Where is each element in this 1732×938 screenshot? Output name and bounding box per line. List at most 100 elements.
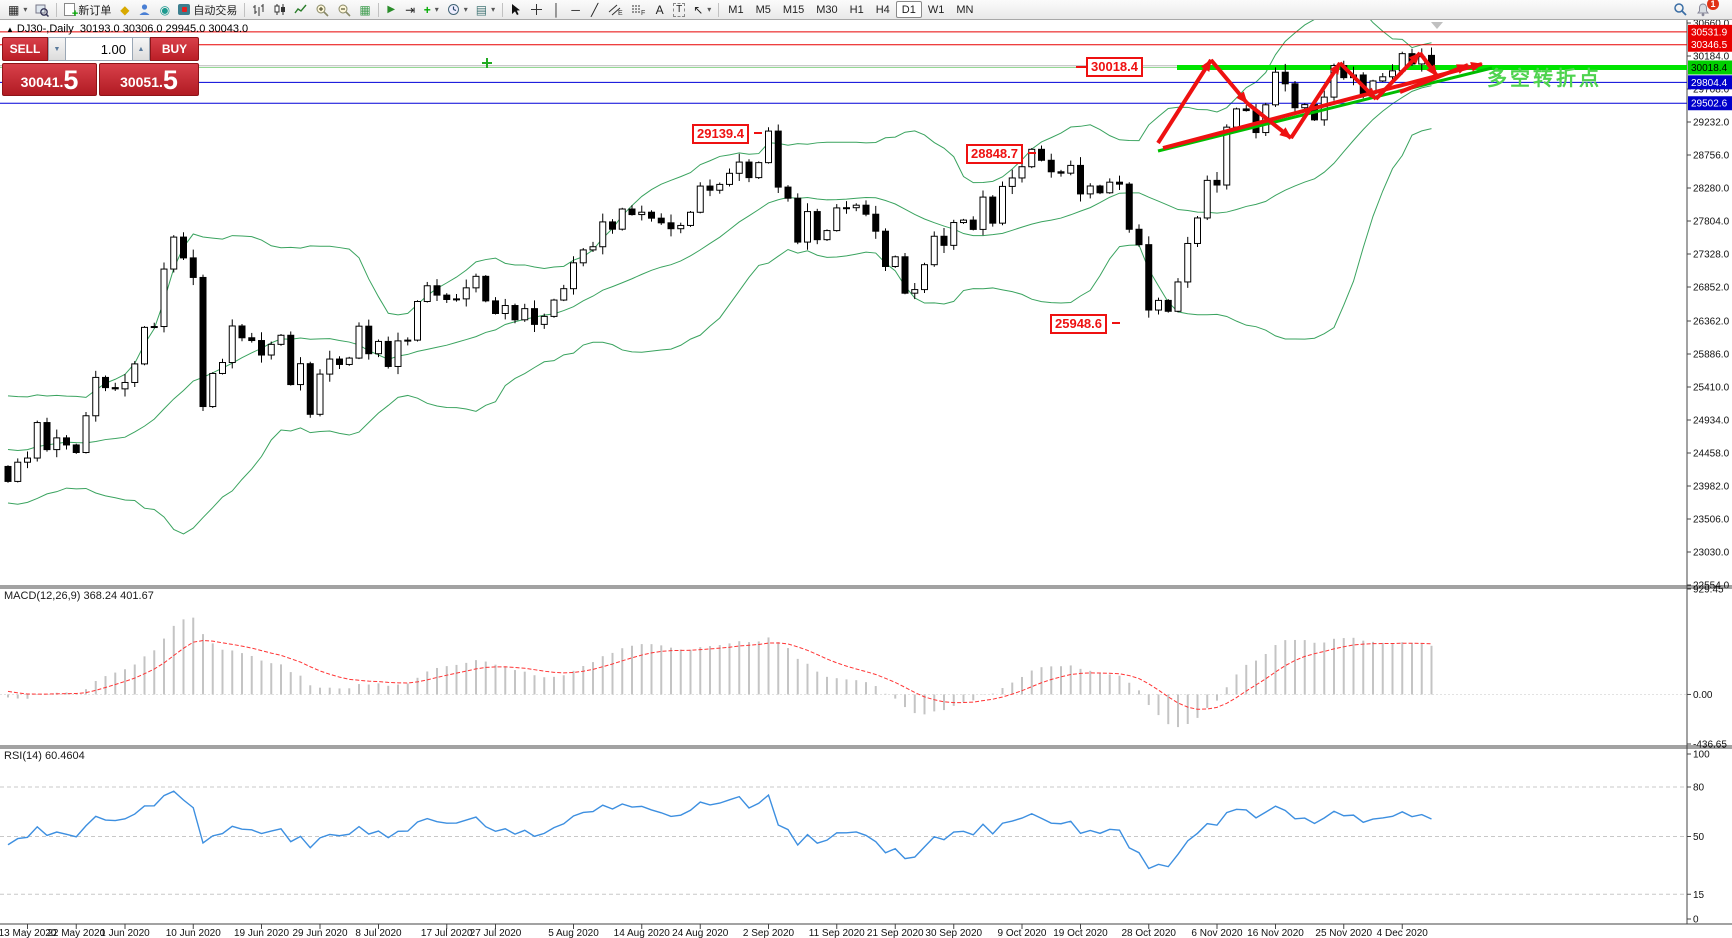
equidistant-channel-button[interactable]: E <box>604 1 627 18</box>
volume-up-stepper[interactable]: ▲ <box>132 37 150 61</box>
svg-text:19 Oct 2020: 19 Oct 2020 <box>1053 928 1108 938</box>
svg-text:14 Aug 2020: 14 Aug 2020 <box>614 928 671 938</box>
svg-text:4 Dec 2020: 4 Dec 2020 <box>1377 928 1429 938</box>
svg-text:-436.65: -436.65 <box>1693 740 1727 751</box>
signals-button[interactable]: ◉ <box>155 1 174 18</box>
svg-text:0: 0 <box>1693 915 1699 926</box>
autotrade-button[interactable]: 自动交易 <box>174 1 241 18</box>
template-button[interactable]: ▤ ▾ <box>472 1 499 18</box>
shapes-button[interactable]: ↖ ▾ <box>689 1 715 18</box>
svg-text:8 Jul 2020: 8 Jul 2020 <box>355 928 402 938</box>
svg-text:30 Sep 2020: 30 Sep 2020 <box>925 928 982 938</box>
trade-panel-top-row: SELL ▼ 1.00 ▲ BUY <box>2 37 199 61</box>
text-button[interactable]: A <box>650 1 669 18</box>
toolbar-separator <box>502 2 504 17</box>
svg-text:929.45: 929.45 <box>1693 585 1724 596</box>
svg-text:11 Sep 2020: 11 Sep 2020 <box>809 928 865 938</box>
buy-price-main: 30051. <box>120 74 163 90</box>
bar-chart-button[interactable] <box>248 1 269 18</box>
clock-icon <box>447 4 459 15</box>
sell-button[interactable]: SELL <box>2 37 48 61</box>
svg-text:100: 100 <box>1693 750 1710 761</box>
price-callout[interactable]: 29139.4 <box>692 124 749 144</box>
chevron-down-icon: ▾ <box>23 5 28 14</box>
search-icon <box>1674 3 1687 16</box>
svg-text:2 Sep 2020: 2 Sep 2020 <box>743 928 795 938</box>
new-chart-button[interactable]: ▦ ▾ <box>4 1 31 18</box>
timeframe-button-H4[interactable]: H4 <box>875 3 890 16</box>
toolbar-separator <box>56 2 58 17</box>
crosshair-button[interactable] <box>526 1 547 18</box>
svg-text:E: E <box>618 10 623 16</box>
svg-text:24458.0: 24458.0 <box>1693 448 1730 459</box>
chart-shift-button[interactable]: ⇥ <box>401 1 420 18</box>
trendline-button[interactable]: ╱ <box>585 1 604 18</box>
timeframe-button-H1[interactable]: H1 <box>849 3 864 16</box>
timeframe-button-M5[interactable]: M5 <box>755 3 771 16</box>
sell-price-pips: 5 <box>63 65 79 95</box>
market-depth-button[interactable] <box>134 1 155 18</box>
volume-input[interactable]: 1.00 <box>66 37 132 61</box>
horizontal-line-button[interactable]: ─ <box>566 1 585 18</box>
buy-button[interactable]: BUY <box>150 37 199 61</box>
svg-text:9 Oct 2020: 9 Oct 2020 <box>998 928 1047 938</box>
volume-down-stepper[interactable]: ▼ <box>48 37 66 61</box>
bell-icon <box>1697 2 1709 16</box>
autotrade-label: 自动交易 <box>193 4 238 17</box>
ohlc-values: 30193.0 30306.0 29945.0 30043.0 <box>79 23 249 35</box>
timeframe-button-M15[interactable]: M15 <box>782 3 805 16</box>
timeframe-button-MN[interactable]: MN <box>956 3 974 16</box>
zoom-in-icon <box>316 4 329 17</box>
price-callout[interactable]: 25948.6 <box>1050 314 1107 334</box>
styles-button[interactable]: ◆ <box>115 1 134 18</box>
timeframe-button-M1[interactable]: M1 <box>728 3 744 16</box>
tile-windows-button[interactable]: ▦ <box>355 1 374 18</box>
auto-scroll-button[interactable]: ▶ <box>382 1 401 18</box>
turning-point-note: 多空转折点 <box>1487 68 1602 90</box>
text-label-button[interactable]: T <box>669 1 689 18</box>
svg-text:24 Aug 2020: 24 Aug 2020 <box>672 928 729 938</box>
svg-text:13 May 2020: 13 May 2020 <box>0 928 57 938</box>
drawn-annotations <box>482 22 1493 324</box>
chart-canvas[interactable]: 30660.0 30184.0 29708.0 29232.0 28756.0 28280… <box>0 20 1732 938</box>
svg-text:80: 80 <box>1693 783 1705 794</box>
timeframe-button-D1[interactable]: D1 <box>895 1 922 18</box>
price-level-lines <box>0 31 1687 104</box>
fibonacci-button[interactable]: F <box>627 1 650 18</box>
chart-shift-icon: ⇥ <box>405 2 416 17</box>
svg-text:30018.4: 30018.4 <box>1691 63 1728 74</box>
svg-text:28756.0: 28756.0 <box>1693 151 1730 162</box>
toolbar-separator <box>377 2 379 17</box>
price-callout[interactable]: 28848.7 <box>966 144 1023 164</box>
text-icon: A <box>655 2 664 17</box>
vertical-line-button[interactable]: │ <box>547 1 566 18</box>
new-order-icon <box>64 3 78 20</box>
svg-text:28280.0: 28280.0 <box>1693 184 1730 195</box>
price-callout[interactable]: 30018.4 <box>1086 57 1143 77</box>
fibonacci-icon: F <box>632 5 645 16</box>
svg-text:19 Jun 2020: 19 Jun 2020 <box>234 928 289 938</box>
buy-price-button[interactable]: 30051. 5 <box>99 63 199 96</box>
period-clock-button[interactable]: ▾ <box>443 1 472 18</box>
search-button[interactable] <box>1669 1 1692 18</box>
bucket-icon: ◆ <box>120 2 130 17</box>
new-order-button[interactable]: 新订单 <box>60 1 115 20</box>
line-chart-button[interactable] <box>290 1 311 18</box>
svg-text:16 Nov 2020: 16 Nov 2020 <box>1247 928 1304 938</box>
timeframe-button-M30[interactable]: M30 <box>816 3 838 16</box>
data-window-button[interactable] <box>31 1 53 18</box>
candlestick-chart-button[interactable] <box>269 1 290 18</box>
svg-text:24934.0: 24934.0 <box>1693 415 1730 426</box>
svg-text:5 Aug 2020: 5 Aug 2020 <box>548 928 599 938</box>
sell-price-button[interactable]: 30041. 5 <box>2 63 97 96</box>
notifications-button[interactable]: 1 <box>1692 0 1719 18</box>
cursor-button[interactable] <box>506 1 526 18</box>
add-indicator-button[interactable]: + ▾ <box>420 1 443 18</box>
toolbar-separator <box>244 2 246 17</box>
timeframe-button-W1[interactable]: W1 <box>927 3 945 16</box>
symbol-period-label: DJ30-,Daily <box>16 23 74 35</box>
zoom-out-icon <box>338 4 351 17</box>
svg-text:23506.0: 23506.0 <box>1693 514 1730 525</box>
zoom-out-button[interactable] <box>333 1 355 18</box>
zoom-in-button[interactable] <box>311 1 333 18</box>
